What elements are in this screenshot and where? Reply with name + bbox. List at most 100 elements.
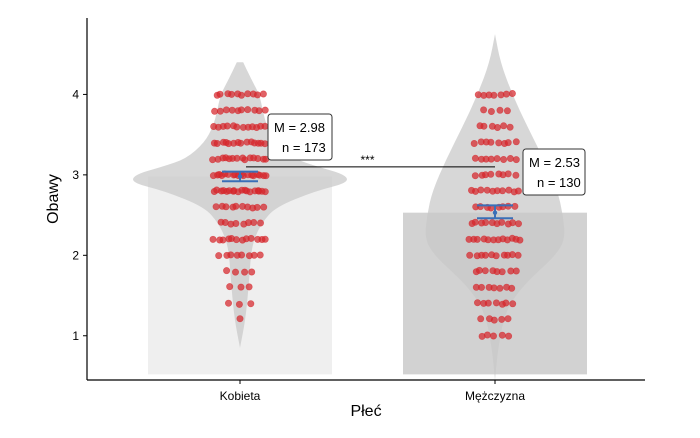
point-mezczyzna xyxy=(514,251,522,259)
point-mezczyzna xyxy=(506,123,514,131)
point-mezczyzna xyxy=(471,218,479,226)
annotation-n-mezczyzna: n = 130 xyxy=(537,175,581,190)
mean-marker-kobieta xyxy=(237,174,243,179)
point-kobieta xyxy=(248,268,256,276)
point-kobieta xyxy=(233,123,241,131)
annotations-layer: M = 2.98 n = 173 M = 2.53 n = 130 xyxy=(267,113,586,196)
point-mezczyzna xyxy=(516,236,524,244)
point-mezczyzna xyxy=(503,107,511,115)
point-kobieta xyxy=(241,268,249,276)
point-kobieta xyxy=(226,283,234,291)
mean-marker-mezczyzna xyxy=(492,210,498,215)
point-mezczyzna xyxy=(512,171,520,179)
point-mezczyzna xyxy=(477,186,485,194)
y-tick-label: 3 xyxy=(72,168,79,182)
point-mezczyzna xyxy=(482,219,490,227)
point-mezczyzna xyxy=(508,251,516,259)
point-kobieta xyxy=(236,315,244,323)
point-kobieta xyxy=(223,122,231,130)
point-mezczyzna xyxy=(514,220,522,228)
point-kobieta xyxy=(255,107,263,115)
point-mezczyzna xyxy=(490,284,498,292)
point-mezczyzna xyxy=(481,251,489,259)
point-mezczyzna xyxy=(498,331,506,339)
point-mezczyzna xyxy=(473,299,481,307)
point-mezczyzna xyxy=(509,219,517,227)
point-mezczyzna xyxy=(504,139,512,147)
point-mezczyzna xyxy=(502,299,510,307)
y-tick-label: 4 xyxy=(72,87,79,101)
point-kobieta xyxy=(261,122,269,130)
point-kobieta xyxy=(232,268,240,276)
point-kobieta xyxy=(245,283,253,291)
point-kobieta xyxy=(216,90,224,98)
point-kobieta xyxy=(228,106,236,114)
y-tick-label: 1 xyxy=(72,329,79,343)
y-axis-title: Obawy xyxy=(45,174,62,224)
point-kobieta xyxy=(261,106,269,114)
point-kobieta xyxy=(254,91,262,99)
point-kobieta xyxy=(232,220,240,228)
point-mezczyzna xyxy=(500,156,508,164)
point-mezczyzna xyxy=(489,332,497,340)
point-kobieta xyxy=(212,203,220,211)
point-mezczyzna xyxy=(480,122,488,130)
annotation-box-kobieta xyxy=(267,113,333,161)
point-mezczyzna xyxy=(508,284,516,292)
point-mezczyzna xyxy=(498,268,506,276)
annotation-mezczyzna: M = 2.53 n = 130 xyxy=(522,148,586,196)
point-mezczyzna xyxy=(487,108,495,116)
point-kobieta xyxy=(222,106,230,114)
point-kobieta xyxy=(256,219,264,227)
point-mezczyzna xyxy=(496,284,504,292)
x-tick-label: Kobieta xyxy=(220,389,261,403)
point-kobieta xyxy=(259,90,267,98)
point-mezczyzna xyxy=(492,252,500,260)
point-mezczyzna xyxy=(475,266,483,274)
point-kobieta xyxy=(232,236,240,244)
point-mezczyzna xyxy=(502,90,510,98)
point-kobieta xyxy=(238,91,246,99)
point-kobieta xyxy=(237,283,245,291)
annotation-box-mezczyzna xyxy=(522,148,586,196)
point-mezczyzna xyxy=(492,299,500,307)
annotation-kobieta: M = 2.98 n = 173 xyxy=(267,113,333,161)
annotation-n-kobieta: n = 173 xyxy=(282,140,326,155)
point-kobieta xyxy=(232,202,240,210)
point-mezczyzna xyxy=(490,91,498,99)
error-bars-layer xyxy=(222,170,513,220)
point-mezczyzna xyxy=(495,139,503,147)
point-mezczyzna xyxy=(487,155,495,163)
point-kobieta xyxy=(253,203,261,211)
point-mezczyzna xyxy=(506,155,514,163)
point-kobieta xyxy=(216,107,224,115)
point-mezczyzna xyxy=(480,106,488,114)
point-kobieta xyxy=(237,139,245,147)
point-mezczyzna xyxy=(512,138,520,146)
point-kobieta xyxy=(215,252,223,260)
point-kobieta xyxy=(261,188,269,196)
point-kobieta xyxy=(222,203,230,211)
point-kobieta xyxy=(225,299,233,307)
point-kobieta xyxy=(261,140,269,148)
axes: 1 2 3 4 Kobieta Mężczyzna Płeć Obawy xyxy=(45,18,645,420)
point-mezczyzna xyxy=(498,218,506,226)
point-mezczyzna xyxy=(470,140,478,148)
point-kobieta xyxy=(213,140,221,148)
significance-label: *** xyxy=(360,153,374,167)
point-mezczyzna xyxy=(498,315,506,323)
x-ticks: Kobieta Mężczyzna xyxy=(220,380,525,403)
point-mezczyzna xyxy=(500,122,508,130)
x-axis-title: Płeć xyxy=(350,403,381,420)
point-kobieta xyxy=(260,203,268,211)
point-kobieta xyxy=(247,300,255,308)
point-mezczyzna xyxy=(496,106,504,114)
points-layer xyxy=(209,90,524,340)
point-kobieta xyxy=(247,234,255,242)
annotation-mean-kobieta: M = 2.98 xyxy=(274,120,325,135)
point-kobieta xyxy=(262,172,270,180)
point-mezczyzna xyxy=(505,332,513,340)
point-kobieta xyxy=(250,219,258,227)
point-mezczyzna xyxy=(498,187,506,195)
